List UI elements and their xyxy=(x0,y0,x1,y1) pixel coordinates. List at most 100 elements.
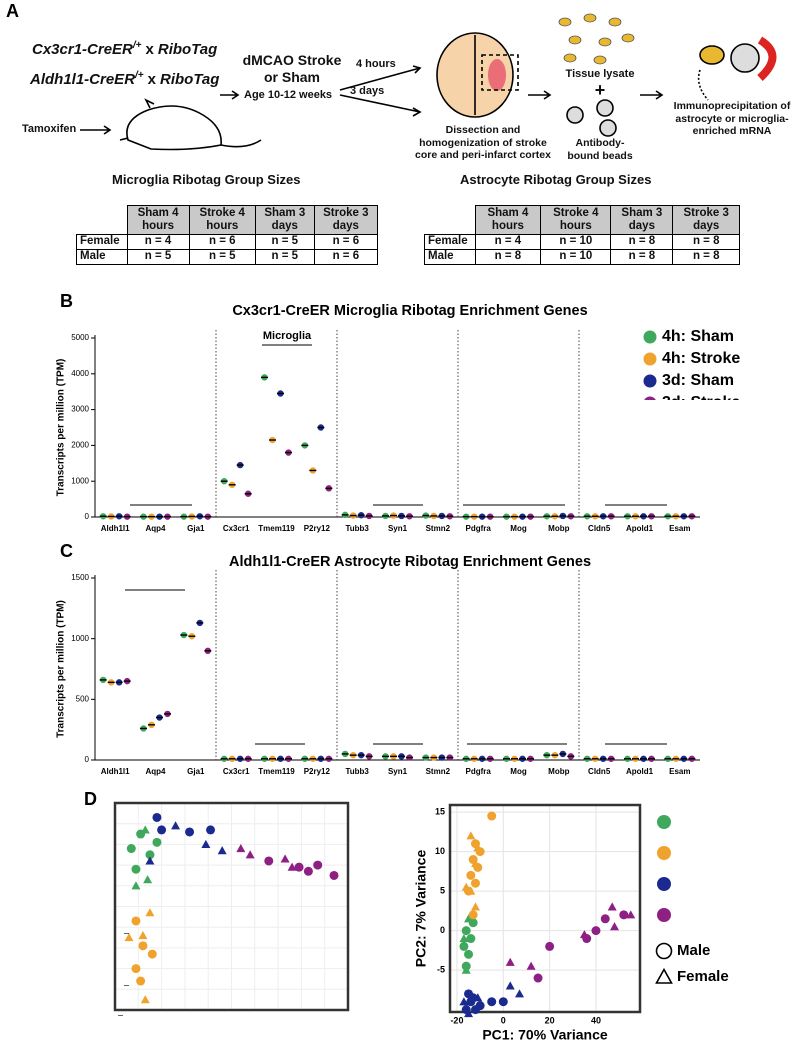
point xyxy=(607,902,617,911)
legend-marker xyxy=(644,396,656,400)
x-tick-label: Esam xyxy=(669,524,690,533)
point xyxy=(124,933,134,942)
y-tick-label: 2000 xyxy=(71,441,89,450)
x-tick-label: Mog xyxy=(510,767,527,776)
group-size-table: Sham 4 hours Stroke 4 hours Sham 3 days Str… xyxy=(76,205,379,265)
table-cell: n = 5 xyxy=(254,249,315,265)
point xyxy=(600,914,610,924)
point xyxy=(579,930,589,939)
x-tick-label: 0 xyxy=(501,1015,506,1025)
x-tick-label: Tmem119 xyxy=(258,767,295,776)
point xyxy=(505,957,515,966)
header-cell: Sham 3 days xyxy=(610,205,674,235)
tick-fragment: – xyxy=(124,979,129,989)
point xyxy=(459,997,469,1006)
legend-marker xyxy=(643,330,657,344)
tamoxifen-label: Tamoxifen xyxy=(22,123,77,135)
point xyxy=(145,908,155,917)
point xyxy=(152,812,162,822)
corner-cell xyxy=(424,205,476,235)
x-tick-label: 40 xyxy=(591,1015,601,1025)
point xyxy=(515,989,525,998)
header-cell: Sham 4 hours xyxy=(474,205,542,235)
genotype: Aldh1l1-CreER/+ x RiboTag xyxy=(30,70,219,89)
tick-fragment: – xyxy=(118,1009,123,1019)
time-label: 3 days xyxy=(350,85,385,97)
table-cell: n = 8 xyxy=(610,249,674,265)
x-tick-label: Aqp4 xyxy=(146,767,167,776)
x-tick-label: Stmn2 xyxy=(426,767,451,776)
x-tick-label: -20 xyxy=(450,1015,463,1025)
point xyxy=(626,910,636,919)
x-tick-label: Cldn5 xyxy=(588,524,611,533)
table-cell: n = 6 xyxy=(313,234,379,250)
table-cell: n = 4 xyxy=(474,234,542,250)
point xyxy=(206,825,216,835)
point xyxy=(313,860,323,870)
point xyxy=(217,846,227,855)
x-tick-label: P2ry12 xyxy=(304,767,331,776)
plot-frame xyxy=(448,803,642,1014)
group-size-table: Sham 4 hours Stroke 4 hours Sham 3 days Str… xyxy=(424,205,740,265)
y-tick-label: 5000 xyxy=(71,333,89,342)
x-tick-label: Mog xyxy=(510,524,527,533)
y-tick-label: 0 xyxy=(85,755,90,764)
x-tick-label: Syn1 xyxy=(388,767,408,776)
x-axis-label: PC1: 70% Variance xyxy=(482,1027,608,1043)
point xyxy=(464,949,474,959)
panel-label: D xyxy=(84,789,97,809)
x-tick-label: Stmn2 xyxy=(426,524,451,533)
row-label: Female xyxy=(424,234,476,250)
table-title: Astrocyte Ribotag Group Sizes xyxy=(460,172,652,187)
x-tick-label: Apold1 xyxy=(626,767,654,776)
x-tick-label: Syn1 xyxy=(388,524,408,533)
x-tick-label: Aqp4 xyxy=(146,524,167,533)
header-cell: Stroke 4 hours xyxy=(188,205,256,235)
point xyxy=(475,1001,485,1011)
y-tick-label: 1500 xyxy=(71,573,89,582)
y-tick-label: 1000 xyxy=(71,476,89,485)
point xyxy=(131,916,141,926)
y-tick-label: 0 xyxy=(440,925,445,935)
table-cell: n = 6 xyxy=(313,249,379,265)
table-cell: n = 5 xyxy=(126,249,190,265)
x-tick-label: P2ry12 xyxy=(304,524,331,533)
table-cell: n = 5 xyxy=(188,249,256,265)
point xyxy=(473,993,483,1002)
legend-label: 4h: Stroke xyxy=(662,350,740,367)
point xyxy=(140,995,150,1004)
point xyxy=(131,864,141,874)
point xyxy=(136,976,146,986)
table-cell: n = 6 xyxy=(188,234,256,250)
table-cell: n = 10 xyxy=(540,234,612,250)
procedure-label: dMCAO Stroke or Sham xyxy=(242,52,342,85)
point xyxy=(201,839,211,848)
point xyxy=(138,941,148,951)
y-axis-label: Transcripts per million (TPM) xyxy=(56,600,67,738)
header-cell: Sham 3 days xyxy=(254,205,315,235)
point xyxy=(610,922,620,931)
plot-frame xyxy=(113,801,350,1012)
point xyxy=(461,882,471,891)
x-tick-label: Aldh1l1 xyxy=(101,524,130,533)
table-cell: n = 5 xyxy=(254,234,315,250)
annotation: Microglia xyxy=(263,330,312,342)
x-tick-label: Aldh1l1 xyxy=(101,767,130,776)
x-tick-label: Esam xyxy=(669,767,690,776)
x-tick-label: Mobp xyxy=(548,524,569,533)
panel-label: C xyxy=(60,541,73,561)
point xyxy=(126,844,136,854)
legend-label: 4h: Sham xyxy=(662,328,734,345)
point xyxy=(280,854,290,863)
legend-marker xyxy=(657,846,671,860)
table-cell: n = 10 xyxy=(540,249,612,265)
annotation-lines xyxy=(125,344,667,745)
x-tick-label: Pdgfra xyxy=(465,767,491,776)
x-tick-label: Gja1 xyxy=(187,767,205,776)
y-tick-label: -5 xyxy=(437,965,445,975)
point xyxy=(145,856,155,865)
